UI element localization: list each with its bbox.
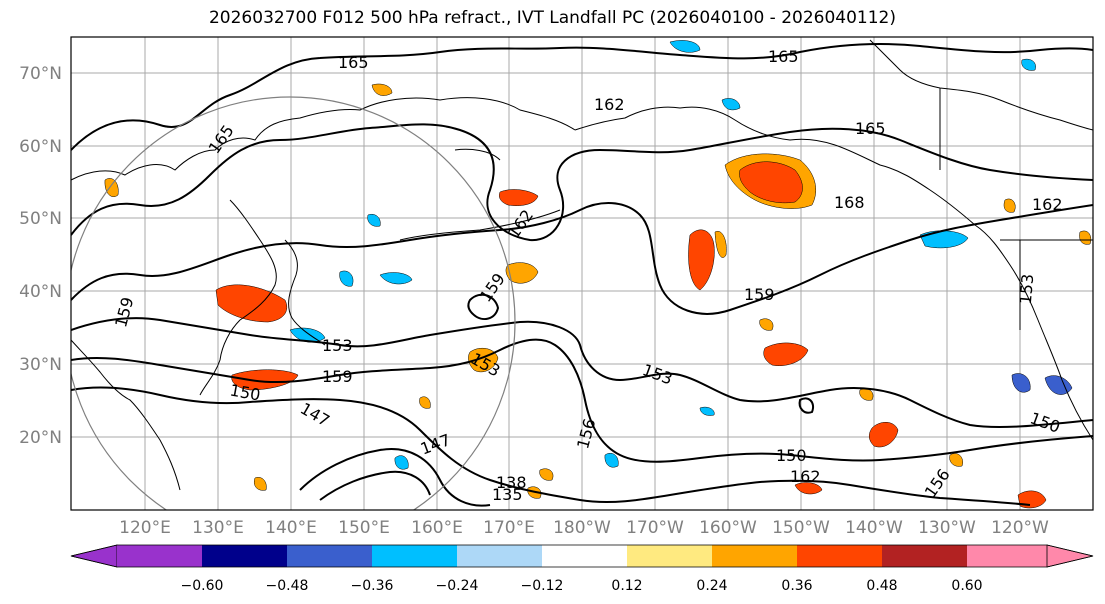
contour-label: 165 — [768, 47, 799, 66]
lon-label: 170°W — [626, 518, 684, 538]
colorbar-outline — [70, 544, 1094, 568]
lon-label: 150°E — [338, 518, 390, 538]
lon-label: 130°W — [918, 518, 976, 538]
colorbar-swatch — [882, 545, 967, 567]
colorbar-tick: 0.60 — [951, 578, 982, 594]
colorbar-tick: −0.48 — [266, 578, 309, 594]
coastlines — [71, 39, 1093, 491]
lon-label: 180°W — [553, 518, 611, 538]
colorbar-tick: 0.48 — [866, 578, 897, 594]
lon-label: 140°W — [845, 518, 903, 538]
contour-label: 159 — [744, 285, 775, 304]
colorbar-tick: 0.24 — [696, 578, 727, 594]
colorbar-swatch — [967, 545, 1047, 567]
colorbar-swatch — [202, 545, 287, 567]
projection-circle — [71, 96, 516, 510]
contour-label: 165 — [338, 53, 369, 72]
lon-label: 120°E — [119, 518, 171, 538]
colorbar-tick: −0.12 — [521, 578, 564, 594]
contour-label: 138 — [496, 473, 527, 492]
map-title: 2026032700 F012 500 hPa refract., IVT La… — [208, 8, 896, 28]
colorbar-tick: 0.12 — [611, 578, 642, 594]
colorbar-swatch — [287, 545, 372, 567]
lon-label: 160°W — [699, 518, 757, 538]
colorbar-swatch — [117, 545, 202, 567]
colorbar-swatch — [457, 545, 542, 567]
lat-label-30n: 30°N — [19, 355, 62, 375]
colorbar — [70, 544, 1094, 568]
map-frame — [70, 36, 1094, 511]
contour-label: 162 — [1032, 195, 1063, 214]
contour-label: 135 — [492, 485, 523, 504]
lat-label-50n: 50°N — [19, 209, 62, 229]
colorbar-swatch — [797, 545, 882, 567]
colorbar-swatch — [70, 544, 118, 568]
contour-label: 153 — [322, 336, 353, 355]
contour-label: 159 — [322, 367, 353, 386]
colorbar-swatch — [372, 545, 457, 567]
colorbar-tick: 0.36 — [781, 578, 812, 594]
colorbar-swatch — [627, 545, 712, 567]
lon-label: 150°W — [772, 518, 830, 538]
colorbar-swatch — [712, 545, 797, 567]
longitude-labels: 120°E 130°E 140°E 150°E 160°E 170°E 180°… — [119, 518, 1049, 538]
colorbar-ticks: −0.60 −0.48 −0.36 −0.24 −0.12 0.12 0.24 … — [181, 578, 983, 594]
contour-lines — [71, 43, 1093, 507]
contour-label: 165 — [855, 119, 886, 138]
lon-label: 130°E — [192, 518, 244, 538]
lat-label-40n: 40°N — [19, 282, 62, 302]
contour-label: 168 — [834, 193, 865, 212]
lat-label-70n: 70°N — [19, 64, 62, 84]
lat-label-20n: 20°N — [19, 428, 62, 448]
colorbar-tick: −0.24 — [436, 578, 479, 594]
lat-label-60n: 60°N — [19, 137, 62, 157]
colorbar-swatch — [542, 545, 627, 567]
colorbar-tick: −0.60 — [181, 578, 224, 594]
graticule — [71, 37, 1093, 510]
contour-label: 162 — [594, 95, 625, 114]
lon-label: 160°E — [411, 518, 463, 538]
lon-label: 120°W — [991, 518, 1049, 538]
contour-label: 162 — [790, 467, 821, 486]
latitude-labels: 70°N 60°N 50°N 40°N 30°N 20°N — [19, 64, 62, 448]
contour-label: 153 — [1016, 273, 1038, 305]
colorbar-tick: −0.36 — [351, 578, 394, 594]
shaded-anomalies — [104, 40, 1092, 509]
lon-label: 140°E — [265, 518, 317, 538]
contour-label: 150 — [776, 446, 807, 465]
lon-label: 170°E — [483, 518, 535, 538]
colorbar-swatch — [1046, 544, 1094, 568]
